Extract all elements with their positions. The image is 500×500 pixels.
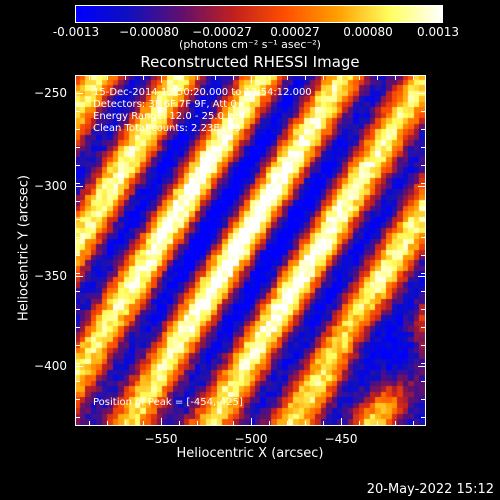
y-tick-label: −250	[34, 86, 67, 100]
colorbar-units: (photons cm⁻² s⁻¹ asec⁻²)	[179, 38, 321, 51]
y-axis-label: Heliocentric Y (arcsec)	[16, 175, 32, 321]
colorbar-tick-label: 0.00027	[270, 25, 320, 39]
colorbar-tick-label: -0.0013	[52, 25, 100, 39]
info-peak-position: Position of Peak = [-454,-425]	[93, 397, 243, 408]
info-time-range: 15-Dec-2014 13:50:20.000 to 13:54:12.000	[93, 87, 312, 98]
x-tick-label: −450	[324, 432, 358, 446]
colorbar-tick-label: 0.00080	[343, 25, 393, 39]
x-axis-label: Heliocentric X (arcsec)	[176, 446, 324, 461]
x-tick-label: −500	[234, 432, 268, 446]
info-energy-range: Energy Range: 12.0 - 25.0 keV	[93, 111, 246, 122]
image-title: Reconstructed RHESSI Image	[140, 53, 360, 71]
y-tick-label: −400	[34, 359, 67, 373]
plot-timestamp: 20-May-2022 15:12	[366, 482, 494, 497]
colorbar-tick-label: −0.00027	[192, 25, 252, 39]
colorbar	[75, 5, 443, 23]
colorbar-tick-label: −0.00080	[119, 25, 179, 39]
info-detectors: Detectors: 3F 6F 7F 9F, Att 0	[93, 99, 237, 110]
y-tick-label: −350	[34, 269, 67, 283]
colorbar-tick-label: 0.0013	[417, 25, 459, 39]
info-counts: Clean Total counts: 2.23E+03	[93, 123, 241, 134]
x-tick-label: −550	[144, 432, 178, 446]
y-tick-label: −300	[34, 179, 67, 193]
